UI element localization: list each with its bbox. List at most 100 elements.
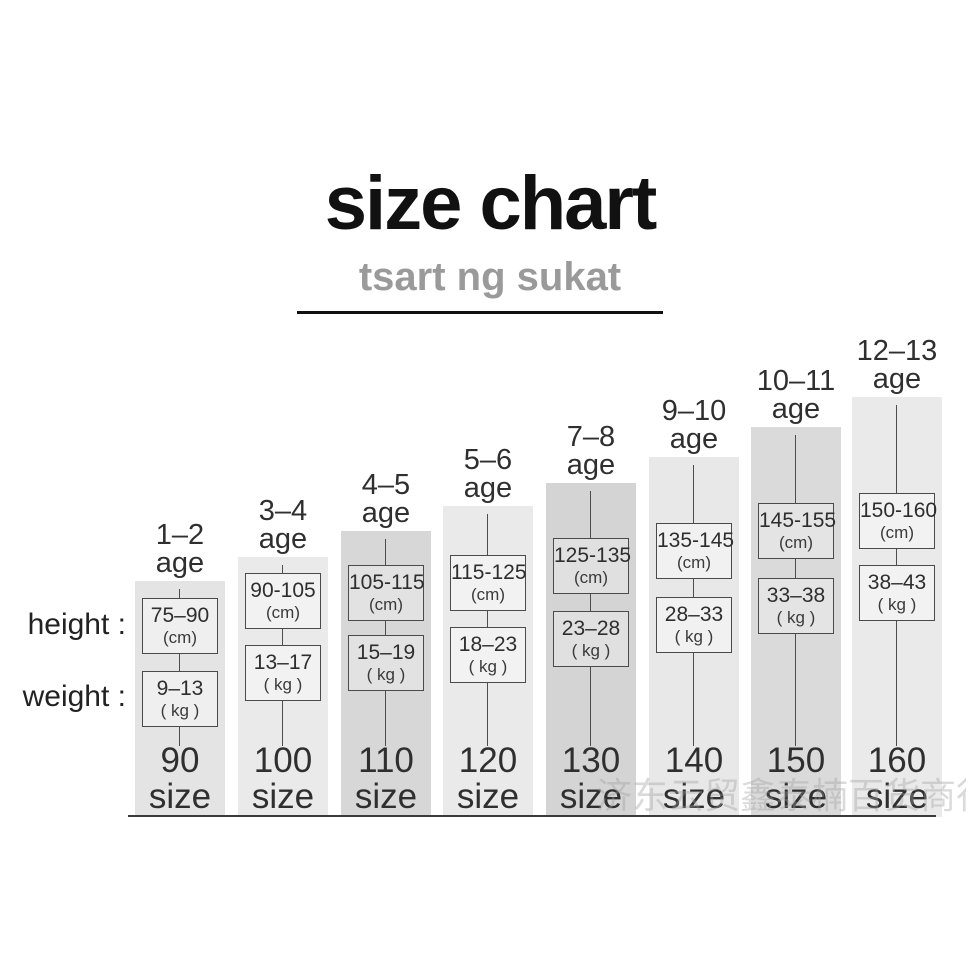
cm-unit: (cm) (880, 523, 914, 542)
age-word: age (566, 449, 616, 481)
kg-unit: ( kg ) (468, 657, 508, 676)
size-label: 120 size (443, 743, 533, 815)
page-subtitle: tsart ng sukat (358, 255, 622, 299)
size-column-110: 4–5 age 105-115 (cm) 15–19 ( kg ) 110 si… (341, 471, 431, 817)
height-range-box: 115-125 (cm) (450, 555, 527, 611)
height-range-box: 125-135 (cm) (553, 538, 632, 594)
size-word: size (456, 777, 520, 816)
size-word: size (354, 777, 418, 816)
height-range: 150-160 (860, 499, 938, 522)
weight-range-box: 33–38 ( kg ) (758, 578, 834, 634)
age-label: 10–11 age (756, 365, 836, 425)
size-number: 150 (766, 741, 826, 780)
height-range-box: 145-155 (cm) (758, 503, 837, 559)
size-column-120: 5–6 age 115-125 (cm) 18–23 ( kg ) 120 si… (443, 446, 533, 817)
weight-range: 33–38 (766, 584, 826, 607)
weight-range: 13–17 (253, 651, 313, 674)
age-label: 12–13 age (856, 335, 938, 395)
size-word: size (865, 777, 929, 816)
kg-unit: ( kg ) (263, 675, 303, 694)
age-word: age (258, 523, 308, 555)
weight-range-box: 23–28 ( kg ) (553, 611, 629, 667)
weight-range-box: 38–43 ( kg ) (859, 565, 935, 621)
size-label: 100 size (238, 743, 328, 815)
weight-range: 23–28 (561, 617, 621, 640)
height-range-box: 135-145 (cm) (656, 523, 735, 579)
cm-unit: (cm) (163, 628, 197, 647)
page-title: size chart (324, 161, 658, 246)
height-range: 135-145 (657, 529, 735, 552)
size-word: size (559, 777, 623, 816)
height-range: 75–90 (150, 604, 210, 627)
size-number: 90 (160, 741, 200, 780)
size-column-160: 12–13 age 150-160 (cm) 38–43 ( kg ) 160 … (852, 337, 942, 817)
cm-unit: (cm) (574, 568, 608, 587)
size-label: 130 size (546, 743, 636, 815)
size-number: 130 (561, 741, 621, 780)
weight-range-box: 9–13 ( kg ) (142, 671, 218, 727)
age-range: 5–6 (463, 444, 513, 476)
height-range: 145-155 (759, 509, 837, 532)
weight-range-box: 13–17 ( kg ) (245, 645, 321, 701)
title-underline (297, 311, 663, 314)
age-word: age (771, 393, 821, 425)
age-range: 1–2 (155, 519, 205, 551)
size-column-130: 7–8 age 125-135 (cm) 23–28 ( kg ) 130 si… (546, 423, 636, 817)
age-label: 1–2 age (155, 519, 205, 579)
age-range: 10–11 (756, 365, 836, 397)
size-word: size (251, 777, 315, 816)
weight-row-label: weight : (22, 680, 126, 713)
weight-range: 18–23 (458, 633, 518, 656)
size-word: size (662, 777, 726, 816)
age-word: age (155, 547, 205, 579)
kg-unit: ( kg ) (674, 627, 714, 646)
height-range: 90-105 (250, 579, 316, 602)
size-label: 90 size (135, 743, 225, 815)
age-range: 9–10 (661, 395, 727, 427)
age-range: 4–5 (361, 469, 411, 501)
age-word: age (361, 497, 411, 529)
weight-range: 9–13 (156, 677, 204, 700)
weight-range: 15–19 (356, 641, 416, 664)
age-label: 7–8 age (566, 421, 616, 481)
height-range-box: 90-105 (cm) (245, 573, 321, 629)
height-range: 105-115 (349, 571, 425, 594)
age-label: 9–10 age (661, 395, 727, 455)
cm-unit: (cm) (779, 533, 813, 552)
cm-unit: (cm) (369, 595, 403, 614)
size-column-140: 9–10 age 135-145 (cm) 28–33 ( kg ) 140 s… (649, 397, 739, 817)
cm-unit: (cm) (677, 553, 711, 572)
kg-unit: ( kg ) (571, 641, 611, 660)
height-range-box: 105-115 (cm) (348, 565, 425, 621)
height-row-label: height : (27, 608, 126, 641)
height-range-box: 150-160 (cm) (859, 493, 938, 549)
age-range: 3–4 (258, 495, 308, 527)
age-label: 4–5 age (361, 469, 411, 529)
weight-range-box: 28–33 ( kg ) (656, 597, 732, 653)
chart-baseline (128, 815, 936, 817)
age-range: 12–13 (856, 335, 938, 367)
weight-range: 28–33 (664, 603, 724, 626)
age-range: 7–8 (566, 421, 616, 453)
connector-line (179, 589, 180, 746)
kg-unit: ( kg ) (776, 608, 816, 627)
size-column-150: 10–11 age 145-155 (cm) 33–38 ( kg ) 150 … (751, 367, 841, 817)
size-column-100: 3–4 age 90-105 (cm) 13–17 ( kg ) 100 siz… (238, 497, 328, 817)
age-word: age (463, 472, 513, 504)
weight-range-box: 18–23 ( kg ) (450, 627, 526, 683)
size-label: 140 size (649, 743, 739, 815)
size-number: 160 (867, 741, 927, 780)
size-word: size (764, 777, 828, 816)
size-number: 110 (358, 741, 414, 780)
kg-unit: ( kg ) (160, 701, 200, 720)
size-number: 140 (664, 741, 724, 780)
cm-unit: (cm) (471, 585, 505, 604)
age-label: 5–6 age (463, 444, 513, 504)
cm-unit: (cm) (266, 603, 300, 622)
height-range: 125-135 (554, 544, 632, 567)
age-word: age (872, 363, 922, 395)
weight-range: 38–43 (867, 571, 927, 594)
age-word: age (669, 423, 719, 455)
weight-range-box: 15–19 ( kg ) (348, 635, 424, 691)
size-number: 100 (253, 741, 313, 780)
